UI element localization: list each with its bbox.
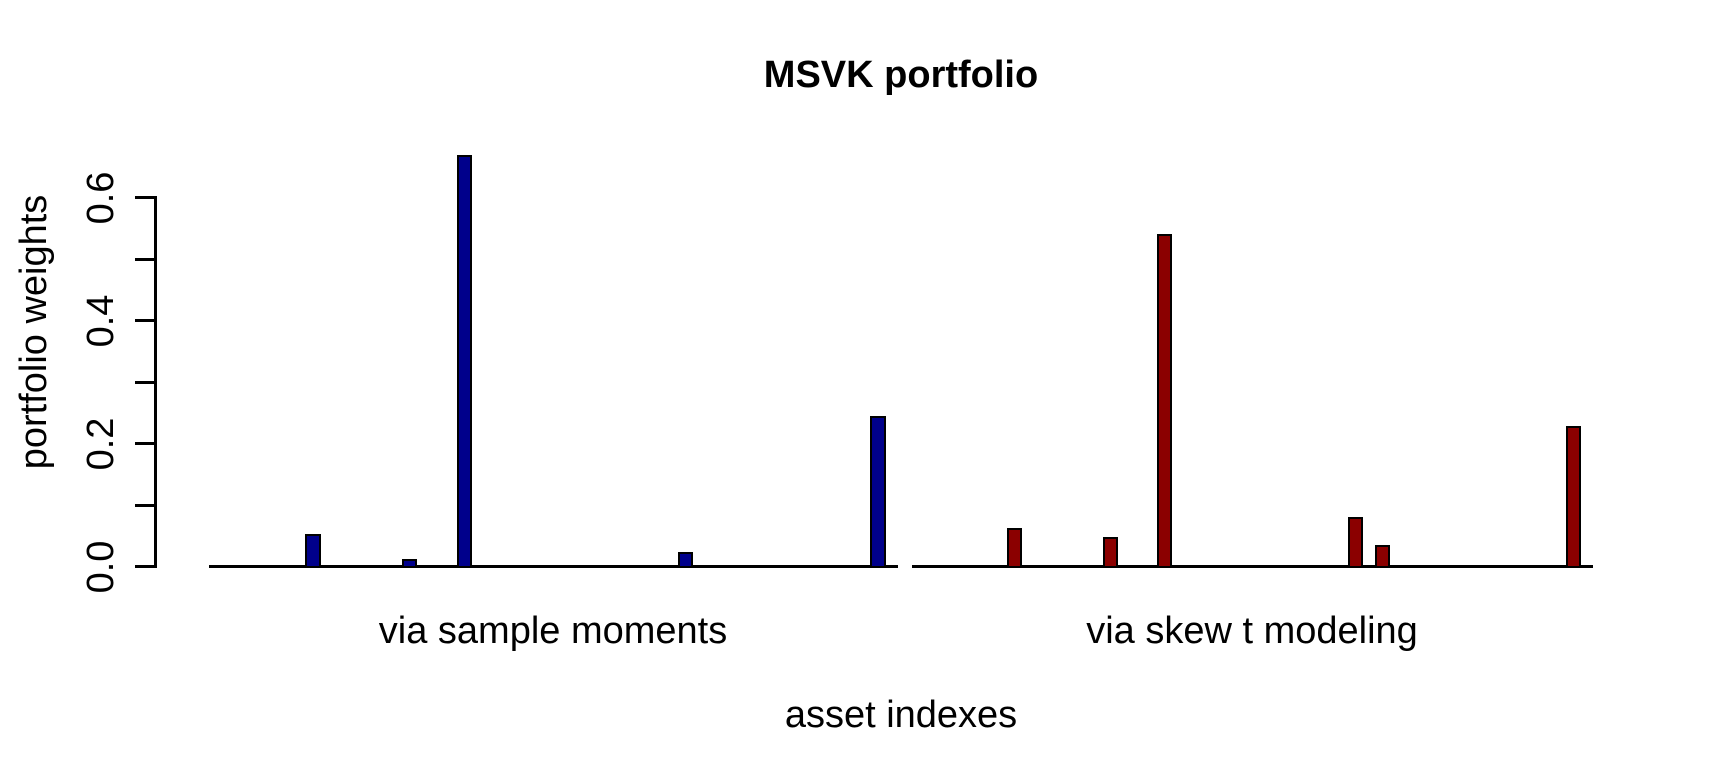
y-axis-line — [154, 196, 157, 568]
y-tick — [135, 196, 155, 199]
bar-asset-8 — [1007, 527, 1023, 568]
bar-asset-49 — [1565, 425, 1581, 568]
y-tick — [135, 319, 155, 322]
group-label-sample-moments: via sample moments — [378, 610, 728, 652]
baseline-group-0 — [209, 565, 898, 568]
bar-asset-35 — [1375, 544, 1391, 568]
bar-asset-19 — [457, 155, 473, 568]
bar-asset-15 — [1102, 536, 1118, 568]
y-tick-label: 0.6 — [80, 171, 122, 224]
y-tick-label: 0.4 — [80, 294, 122, 347]
bar-asset-49 — [870, 415, 886, 568]
group-label-skew-t: via skew t modeling — [1086, 610, 1418, 652]
y-tick — [135, 503, 155, 507]
y-tick — [135, 565, 155, 568]
bar-asset-8 — [305, 533, 321, 568]
bar-asset-19 — [1157, 234, 1173, 568]
y-axis-label: portfolio weights — [13, 194, 55, 470]
y-tick — [135, 257, 155, 261]
bar-asset-35 — [677, 552, 693, 568]
y-tick-label: 0.2 — [80, 417, 122, 470]
chart-title: MSVK portfolio — [763, 54, 1039, 96]
x-axis-label: asset indexes — [784, 694, 1018, 736]
y-tick — [135, 442, 155, 445]
bar-asset-33 — [1347, 516, 1363, 568]
baseline-group-1 — [912, 565, 1593, 568]
y-tick-label: 0.0 — [80, 540, 122, 593]
bar-asset-15 — [401, 559, 418, 568]
y-tick — [135, 380, 155, 384]
